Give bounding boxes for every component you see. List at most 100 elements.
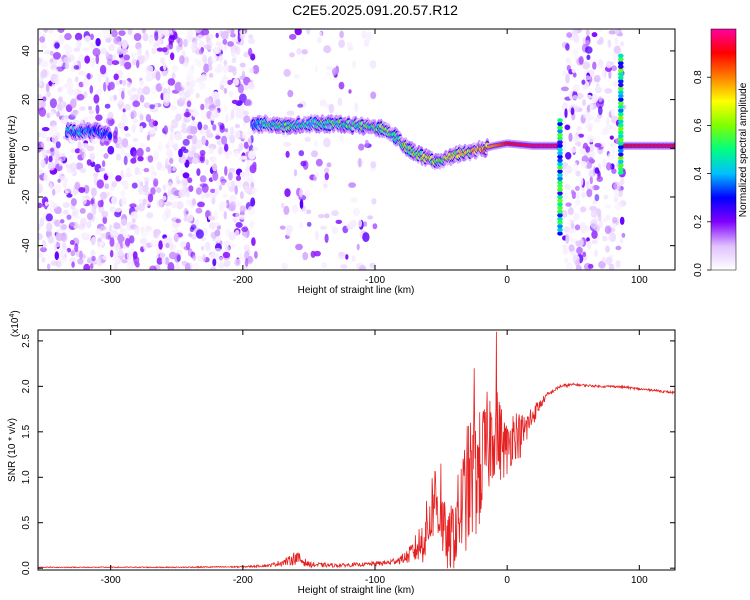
noise-speckle xyxy=(55,232,64,242)
noise-speckle xyxy=(70,162,77,173)
noise-speckle xyxy=(121,138,129,148)
noise-speckle xyxy=(306,221,312,227)
noise-speckle xyxy=(572,47,579,57)
noise-speckle xyxy=(287,89,294,98)
noise-speckle xyxy=(591,230,598,239)
noise-speckle xyxy=(62,181,67,189)
streak-blob xyxy=(618,57,624,62)
streak-blob xyxy=(557,198,563,203)
noise-speckle xyxy=(136,59,140,69)
noise-speckle xyxy=(149,37,153,46)
noise-speckle xyxy=(38,30,42,37)
noise-speckle xyxy=(147,193,154,203)
noise-speckle xyxy=(43,29,48,34)
noise-speckle xyxy=(568,244,575,252)
noise-speckle xyxy=(199,82,206,90)
noise-speckle xyxy=(175,218,182,224)
noise-speckle xyxy=(586,240,592,250)
noise-speckle xyxy=(318,214,325,219)
noise-speckle xyxy=(350,197,358,203)
noise-speckle xyxy=(187,86,195,96)
noise-speckle xyxy=(74,214,81,220)
noise-speckle xyxy=(354,102,359,113)
noise-speckle xyxy=(78,54,86,64)
noise-speckle xyxy=(575,240,583,247)
noise-speckle xyxy=(575,191,580,200)
noise-speckle xyxy=(117,41,123,46)
noise-speckle xyxy=(127,89,133,97)
noise-speckle xyxy=(302,251,309,261)
noise-speckle xyxy=(130,110,137,119)
noise-speckle xyxy=(38,107,47,117)
noise-speckle xyxy=(597,59,604,69)
streak-blob xyxy=(618,152,624,157)
streak-blob xyxy=(557,224,563,229)
noise-speckle xyxy=(71,88,79,96)
noise-speckle xyxy=(363,38,370,47)
noise-speckle xyxy=(105,51,110,58)
noise-speckle xyxy=(232,66,237,76)
noise-speckle xyxy=(304,136,312,143)
noise-speckle xyxy=(338,81,345,90)
noise-speckle xyxy=(160,57,165,65)
noise-speckle xyxy=(297,103,304,108)
noise-speckle xyxy=(180,128,188,134)
colorbar-tick-label: 0.4 xyxy=(693,166,704,180)
y-tick-label: 1.0 xyxy=(21,470,32,484)
noise-speckle xyxy=(590,210,597,218)
noise-speckle xyxy=(106,58,114,66)
noise-speckle xyxy=(248,47,253,57)
noise-speckle xyxy=(40,44,48,49)
noise-speckle xyxy=(86,221,92,229)
noise-speckle xyxy=(592,200,596,205)
noise-speckle xyxy=(594,194,600,202)
noise-speckle xyxy=(126,251,132,261)
noise-speckle xyxy=(564,124,571,131)
streak-blob xyxy=(557,176,563,181)
noise-speckle xyxy=(338,39,345,48)
noise-speckle xyxy=(182,172,190,179)
noise-speckle xyxy=(596,29,603,33)
noise-speckle xyxy=(149,239,158,247)
noise-speckle xyxy=(197,34,204,41)
noise-speckle xyxy=(162,70,168,77)
noise-speckle xyxy=(230,126,235,136)
noise-speckle xyxy=(235,175,242,181)
noise-speckle xyxy=(170,52,175,61)
noise-speckle xyxy=(57,29,65,33)
noise-speckle xyxy=(222,39,228,45)
noise-speckle xyxy=(608,30,617,35)
noise-speckle xyxy=(89,85,94,94)
noise-speckle xyxy=(571,223,575,231)
noise-speckle xyxy=(359,265,366,270)
noise-speckle xyxy=(161,257,166,265)
snr-frame xyxy=(37,329,676,571)
noise-speckle xyxy=(67,86,74,96)
noise-speckle xyxy=(190,42,197,52)
noise-speckle xyxy=(232,38,239,43)
noise-speckle xyxy=(116,49,123,55)
noise-speckle xyxy=(561,210,568,218)
noise-speckle xyxy=(152,150,160,161)
noise-speckle xyxy=(58,96,63,103)
noise-speckle xyxy=(86,73,91,80)
noise-speckle xyxy=(229,194,237,204)
noise-speckle xyxy=(186,135,194,140)
colorbar-tick-label: 0.8 xyxy=(693,70,704,84)
streak-blob xyxy=(618,141,624,146)
noise-speckle xyxy=(147,155,154,163)
noise-speckle xyxy=(587,263,594,269)
noise-speckle xyxy=(244,258,249,267)
noise-speckle xyxy=(219,200,228,208)
noise-speckle xyxy=(107,145,115,155)
noise-speckle xyxy=(95,228,102,235)
noise-speckle xyxy=(591,94,599,103)
noise-speckle xyxy=(81,147,87,153)
noise-speckle xyxy=(358,219,362,228)
noise-speckle xyxy=(208,33,214,40)
noise-speckle xyxy=(132,137,139,143)
noise-speckle xyxy=(283,68,291,77)
streak-blob xyxy=(618,93,624,99)
noise-speckle xyxy=(614,188,620,199)
noise-speckle xyxy=(171,201,178,209)
